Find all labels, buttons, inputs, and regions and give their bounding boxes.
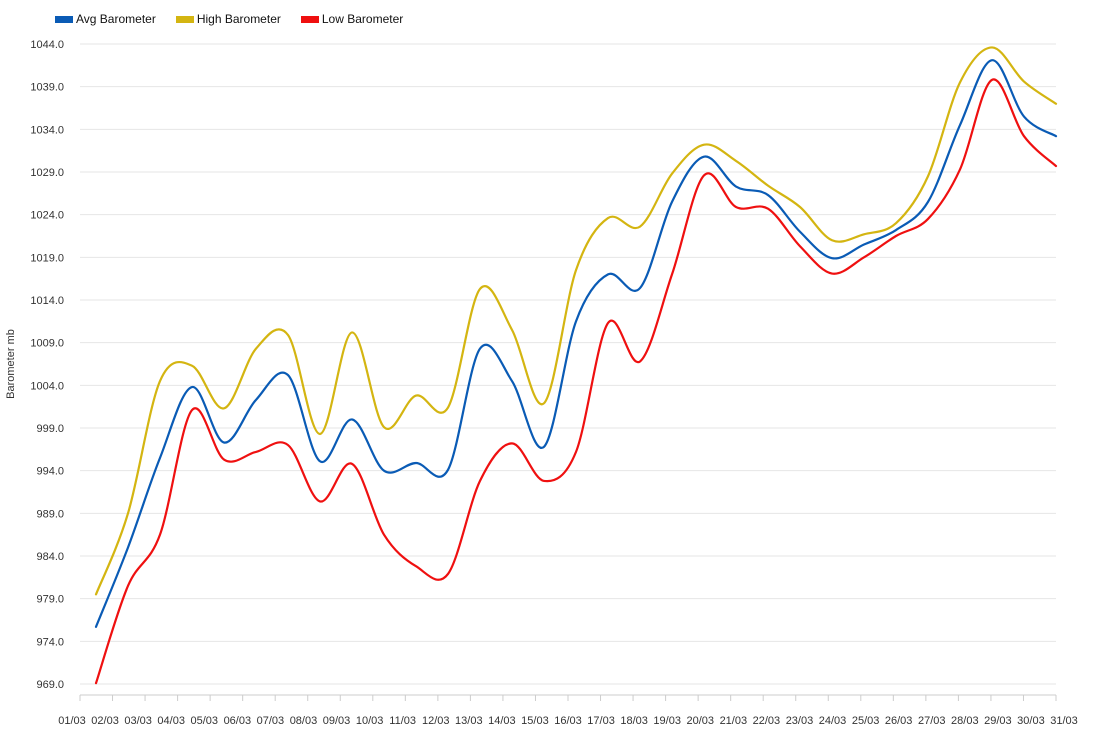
y-tick-label: 1029.0: [30, 167, 64, 179]
x-tick-label: 21/03: [720, 715, 748, 727]
x-axis-tick-labels: 01/03 02/03 03/03 04/03 05/03 06/03 07/03 08/03…: [58, 715, 1078, 727]
x-tick-label: 13/03: [455, 715, 483, 727]
x-tick-label: 20/03: [687, 715, 715, 727]
y-tick-label: 1039.0: [30, 82, 64, 94]
legend-swatch-avg: [55, 15, 73, 23]
x-tick-label: 09/03: [323, 715, 351, 727]
y-tick-label: 989.0: [36, 508, 64, 520]
x-tick-label: 04/03: [157, 715, 185, 727]
x-tick-label: 25/03: [852, 715, 880, 727]
x-tick-label: 05/03: [191, 715, 219, 727]
x-tick-label: 28/03: [951, 715, 979, 727]
legend-swatch-high: [175, 15, 194, 23]
series-line-avg-barometer[interactable]: [94, 59, 1058, 628]
series-lines: [94, 46, 1058, 685]
legend-label-low: Low Barometer: [321, 12, 404, 26]
x-tick-label: 24/03: [819, 715, 847, 727]
y-tick-label: 1014.0: [30, 295, 64, 307]
x-tick-label: 18/03: [620, 715, 648, 727]
x-tick-label: 15/03: [521, 715, 549, 727]
x-tick-label: 17/03: [587, 715, 615, 727]
x-axis: [79, 694, 1057, 701]
gridlines: [80, 43, 1056, 685]
y-tick-label: 984.0: [36, 551, 64, 563]
legend-label-high: High Barometer: [196, 12, 281, 26]
legend-swatch-low: [300, 15, 319, 23]
series-line-high-barometer[interactable]: [94, 46, 1058, 596]
x-tick-label: 08/03: [290, 715, 318, 727]
legend-item-high[interactable]: High Barometer: [175, 11, 281, 27]
x-tick-label: 07/03: [257, 715, 285, 727]
y-axis-label: Barometer mb: [5, 329, 17, 399]
x-tick-label: 03/03: [124, 715, 152, 727]
y-tick-label: 1019.0: [30, 252, 64, 264]
x-tick-label: 10/03: [356, 715, 384, 727]
x-tick-label: 29/03: [984, 715, 1012, 727]
series-line-low-barometer[interactable]: [94, 78, 1058, 685]
x-tick-label: 01/03: [58, 715, 86, 727]
legend-item-low[interactable]: Low Barometer: [300, 11, 404, 27]
y-tick-label: 999.0: [36, 423, 64, 435]
y-tick-label: 1009.0: [30, 338, 64, 350]
chart-legend: Avg Barometer High Barometer Low Baromet…: [55, 11, 403, 27]
x-tick-label: 16/03: [554, 715, 582, 727]
x-tick-label: 22/03: [753, 715, 781, 727]
x-tick-label: 12/03: [422, 715, 450, 727]
x-tick-label: 11/03: [389, 715, 416, 727]
x-tick-label: 06/03: [224, 715, 252, 727]
x-tick-label: 30/03: [1017, 715, 1045, 727]
y-axis-ticks: 969.0 974.0 979.0 984.0 989.0 994.0 999.0 1004.…: [30, 39, 64, 691]
x-tick-label: 26/03: [885, 715, 913, 727]
y-tick-label: 1024.0: [30, 210, 64, 222]
x-tick-label: 19/03: [653, 715, 681, 727]
x-tick-label: 27/03: [918, 715, 946, 727]
x-tick-label: 31/03: [1050, 715, 1078, 727]
x-tick-label: 02/03: [91, 715, 119, 727]
y-tick-label: 974.0: [36, 636, 64, 648]
y-tick-label: 969.0: [36, 679, 64, 691]
legend-label-avg: Avg Barometer: [76, 12, 156, 26]
y-tick-label: 979.0: [36, 594, 64, 606]
y-tick-label: 994.0: [36, 466, 64, 478]
y-tick-label: 1034.0: [30, 124, 64, 136]
y-tick-label: 1044.0: [30, 39, 64, 51]
legend-item-avg[interactable]: Avg Barometer: [55, 11, 156, 27]
x-tick-label: 14/03: [488, 715, 516, 727]
y-tick-label: 1004.0: [30, 380, 64, 392]
x-tick-label: 23/03: [786, 715, 814, 727]
